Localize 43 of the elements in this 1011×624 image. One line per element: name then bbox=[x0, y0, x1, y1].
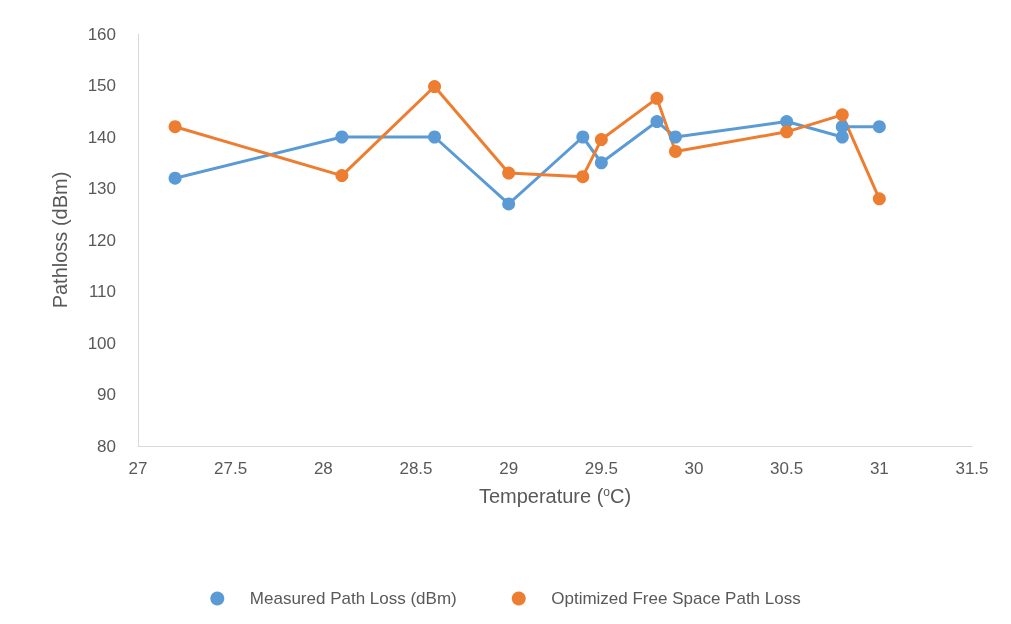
point bbox=[650, 115, 664, 129]
y-tick-label: 130 bbox=[87, 179, 116, 198]
point bbox=[872, 120, 886, 134]
point bbox=[335, 169, 349, 183]
legend-label: Measured Path Loss (dBm) bbox=[249, 589, 457, 608]
point bbox=[594, 156, 608, 170]
y-tick-label: 120 bbox=[87, 230, 116, 250]
y-tick-label: 100 bbox=[87, 333, 116, 353]
point bbox=[650, 91, 664, 105]
x-tick-label: 28.5 bbox=[399, 459, 433, 478]
x-tick-label: 31.5 bbox=[955, 459, 989, 478]
x-tick-label: 27 bbox=[128, 459, 148, 478]
x-tick-label: 29.5 bbox=[584, 459, 618, 478]
y-tick-label: 160 bbox=[87, 24, 116, 44]
legend-label: Optimized Free Space Path Loss bbox=[551, 589, 801, 608]
point bbox=[668, 130, 682, 144]
point bbox=[668, 144, 682, 158]
y-tick-label: 140 bbox=[87, 127, 116, 147]
x-tick-label: 27.5 bbox=[214, 459, 248, 478]
y-axis-title: Pathloss (dBm) bbox=[49, 171, 71, 309]
x-tick-label: 28 bbox=[313, 459, 333, 478]
y-tick-label: 80 bbox=[97, 436, 116, 456]
point bbox=[168, 120, 182, 134]
x-tick-label: 31 bbox=[869, 459, 889, 478]
x-tick-label: 29 bbox=[499, 459, 519, 478]
point bbox=[502, 197, 516, 211]
point bbox=[835, 108, 849, 122]
point bbox=[594, 133, 608, 147]
point bbox=[872, 192, 886, 206]
point bbox=[168, 171, 182, 185]
point bbox=[835, 120, 849, 134]
point bbox=[428, 130, 442, 144]
point bbox=[576, 130, 590, 144]
x-tick-label: 30 bbox=[684, 459, 704, 478]
point bbox=[502, 166, 516, 180]
point bbox=[335, 130, 349, 144]
x-tick-label: 30.5 bbox=[770, 459, 804, 478]
y-tick-label: 90 bbox=[97, 385, 116, 404]
y-tick-label: 150 bbox=[87, 76, 116, 95]
point bbox=[428, 80, 442, 94]
y-tick-label: 110 bbox=[88, 282, 116, 301]
point bbox=[780, 125, 794, 139]
point bbox=[576, 170, 590, 184]
